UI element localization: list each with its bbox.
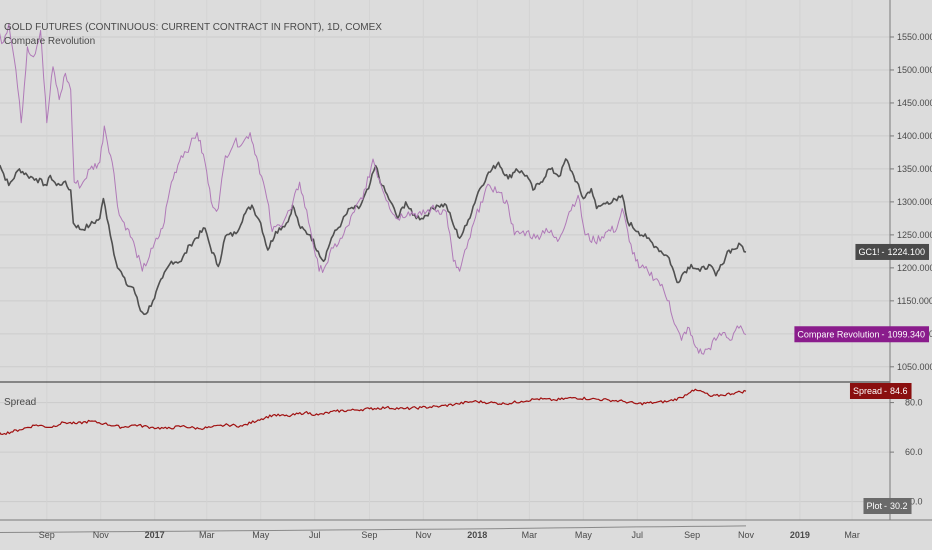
price-tick-label: 1350.000 <box>897 164 932 174</box>
time-tick-label: 2019 <box>790 530 810 540</box>
spread-tick-label: 60.0 <box>905 447 923 457</box>
price-tick-label: 1200.000 <box>897 263 932 273</box>
price-tick-label: 1250.000 <box>897 230 932 240</box>
time-tick-label: Nov <box>415 530 432 540</box>
time-tick-label: Sep <box>361 530 377 540</box>
spread-tick-label: 40.0 <box>905 497 923 507</box>
time-tick-label: Mar <box>844 530 860 540</box>
time-tick-label: Nov <box>738 530 755 540</box>
price-scale[interactable]: 1550.000 1500.000 1450.000 1400.000 1350.000… <box>890 32 932 507</box>
compare-indicator-label[interactable]: Compare Revolution <box>4 36 95 47</box>
price-tick-label: 1450.000 <box>897 98 932 108</box>
tag-separator: - <box>884 386 887 396</box>
tag-background <box>849 383 912 399</box>
plot-last-value-tag[interactable]: Plot -30.2 <box>863 498 912 514</box>
time-tick-label: 2017 <box>145 530 165 540</box>
time-tick-label: Nov <box>93 530 110 540</box>
time-tick-label: Mar <box>522 530 538 540</box>
compare-revolution-line <box>0 23 747 355</box>
plot-line <box>0 525 747 534</box>
price-tick-label: 1300.000 <box>897 197 932 207</box>
grid-lines <box>0 36 890 503</box>
tag-background <box>863 498 912 514</box>
time-tick-label: Mar <box>199 530 215 540</box>
price-tick-label: 1500.000 <box>897 65 932 75</box>
time-tick-label: Jul <box>309 530 321 540</box>
time-tick-label: May <box>252 530 270 540</box>
price-tick-label: 1050.000 <box>897 362 932 372</box>
gold-futures-line <box>0 158 747 316</box>
time-tick-label: 2018 <box>467 530 487 540</box>
tag-separator: - <box>884 501 887 511</box>
series-lines <box>0 23 747 534</box>
tag-series-name: Spread <box>853 386 882 396</box>
tag-value: 1099.340 <box>887 329 925 339</box>
tag-separator: - <box>881 247 884 257</box>
tag-value: 1224.100 <box>887 247 925 257</box>
gold-last-value-tag[interactable]: GC1! -1224.100 <box>855 243 929 260</box>
spread-last-value-tag[interactable]: Spread -84.6 <box>849 383 912 399</box>
chart-title: GOLD FUTURES (CONTINUOUS: CURRENT CONTRA… <box>4 22 382 33</box>
spread-line <box>0 388 747 435</box>
spread-pane-title[interactable]: Spread <box>4 397 36 408</box>
tag-series-name: GC1! <box>858 247 879 257</box>
price-tick-label: 1400.000 <box>897 131 932 141</box>
compare-last-value-tag[interactable]: Compare Revolution -1099.340 <box>794 326 929 343</box>
price-tick-label: 1150.000 <box>897 296 932 306</box>
price-tick-label: 1550.000 <box>897 32 932 42</box>
time-tick-label: Sep <box>39 530 55 540</box>
tag-value: 84.6 <box>890 386 908 396</box>
tag-series-name: Compare Revolution <box>797 329 879 339</box>
tag-background <box>794 326 929 343</box>
tag-value: 30.2 <box>890 501 908 511</box>
tag-background <box>855 243 929 260</box>
time-scale[interactable]: Sep Nov 2017 Mar May Jul Sep Nov 2018 Mar May Jul Se… <box>39 530 860 540</box>
time-tick-label: Jul <box>632 530 644 540</box>
time-tick-label: May <box>575 530 593 540</box>
spread-tick-label: 80.0 <box>905 398 923 408</box>
tag-separator: - <box>881 329 884 339</box>
time-tick-label: Sep <box>684 530 700 540</box>
tag-series-name: Plot <box>866 501 882 511</box>
